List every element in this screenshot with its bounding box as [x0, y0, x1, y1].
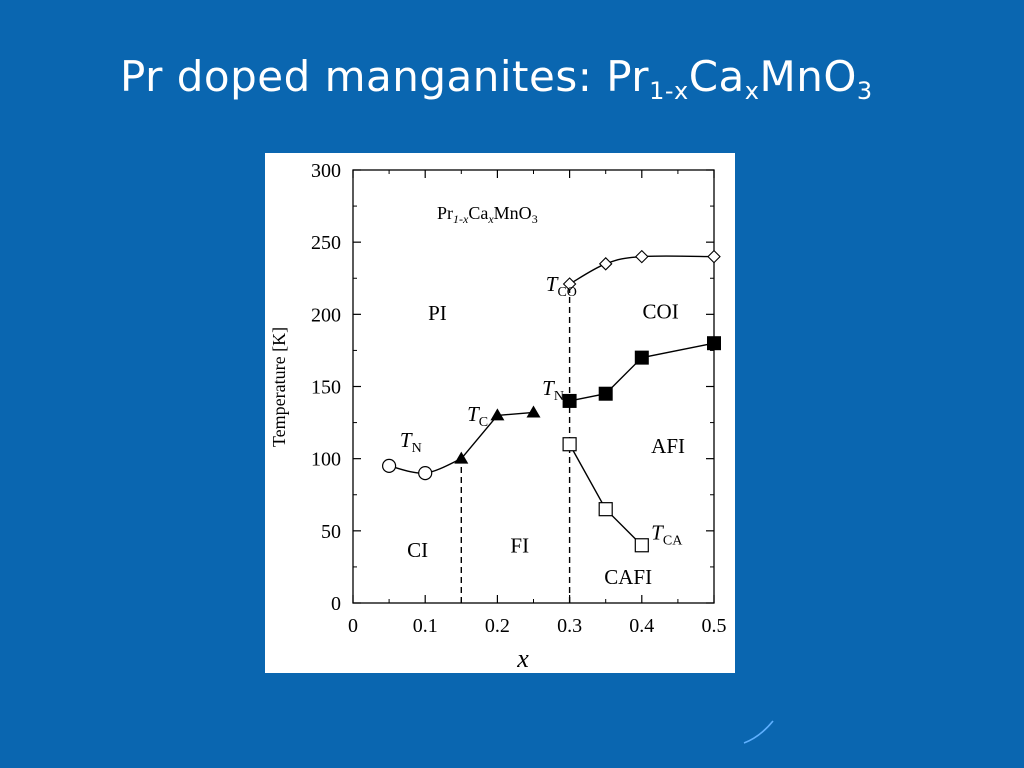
x-tick-label: 0.2: [485, 615, 510, 637]
title-mno: MnO: [759, 52, 857, 101]
data-point-open-square: [634, 538, 649, 553]
decorative-swoosh: [743, 720, 774, 744]
title-subscript-x: x: [744, 77, 760, 105]
y-tick-label: 50: [321, 521, 341, 543]
data-point-filled-triangle: [526, 405, 541, 418]
inset-title-sub-x: x: [487, 212, 494, 226]
curve-label-tn: TN: [400, 428, 422, 456]
data-point-open-diamond: [707, 249, 721, 264]
phase-diagram-figure: 0 0.1 0.2 0.3 0.4 0.5 0 50 100 150 200 250 300 TN TC T…: [265, 153, 735, 673]
x-tick-label: 0.5: [702, 615, 727, 637]
series-line: [568, 443, 643, 546]
inset-title: Pr1-xCaxMnO3: [437, 203, 538, 226]
x-tick-label: 0.4: [629, 615, 654, 637]
y-tick-label: 300: [311, 160, 341, 182]
y-tick-label: 0: [331, 593, 341, 615]
phase-label-cafi: CAFI: [604, 565, 652, 589]
y-tick-label: 150: [311, 377, 341, 399]
title-subscript-3: 3: [856, 77, 873, 105]
series-line: [569, 255, 715, 285]
inset-title-sub-3: 3: [532, 212, 538, 226]
data-point-filled-square: [598, 386, 613, 401]
x-tick-label: 0.3: [557, 615, 582, 637]
x-tick-label: 0.1: [413, 615, 438, 637]
title-main: Pr doped manganites: Pr: [120, 52, 650, 101]
x-tick-label: 0: [348, 615, 358, 637]
phase-label-pi: PI: [428, 301, 447, 325]
y-axis-label: Temperature [K]: [269, 327, 289, 447]
series-line: [569, 342, 715, 402]
curve-label-tca: TCA: [651, 520, 683, 548]
data-point-open-square: [562, 437, 577, 452]
phase-label-afi: AFI: [651, 434, 685, 458]
y-tick-label: 100: [311, 449, 341, 471]
data-point-filled-square: [562, 393, 577, 408]
phase-diagram-chart: 0 0.1 0.2 0.3 0.4 0.5 0 50 100 150 200 250 300 TN TC T…: [269, 160, 727, 673]
data-point-filled-triangle: [490, 408, 505, 421]
phase-label-coi: COI: [643, 300, 679, 324]
data-point-open-diamond: [635, 249, 649, 264]
data-point-filled-square: [634, 350, 649, 365]
data-point-open-circle: [381, 458, 397, 473]
data-point-open-diamond: [598, 257, 613, 271]
curve-label-tco: TCO: [546, 272, 577, 300]
curve-label-tc: TC: [467, 402, 488, 430]
y-tick-label: 200: [311, 304, 341, 326]
data-point-filled-triangle: [454, 451, 469, 464]
x-axis-label: x: [516, 644, 529, 673]
phase-label-fi: FI: [510, 533, 529, 557]
data-point-open-square: [598, 502, 613, 517]
data-point-open-diamond: [562, 277, 577, 291]
phase-label-ci: CI: [407, 538, 428, 562]
title-ca: Ca: [688, 52, 745, 101]
y-tick-label: 250: [311, 232, 341, 254]
inset-title-ca: Ca: [468, 203, 488, 223]
data-point-open-circle: [418, 466, 433, 481]
inset-title-pr: Pr: [437, 203, 453, 223]
slide-title: Pr doped manganites: Pr1-xCaxMnO3: [120, 52, 873, 103]
data-point-filled-square: [707, 336, 721, 351]
inset-title-sub-1mx: 1-x: [453, 212, 469, 226]
title-subscript-1mx: 1-x: [649, 77, 689, 105]
inset-title-mno: MnO: [494, 203, 532, 223]
curve-label-tn: TN: [542, 376, 564, 404]
